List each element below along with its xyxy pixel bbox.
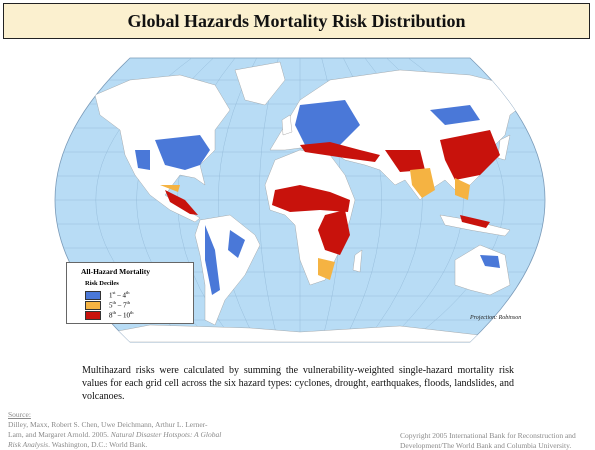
legend-item: 5th – 7th (85, 300, 130, 310)
legend-item: 8th – 10th (85, 310, 134, 320)
legend-label-part: 8 (109, 311, 113, 320)
title-banner: Global Hazards Mortality Risk Distributi… (3, 3, 590, 39)
legend: All-Hazard Mortality Risk Deciles 1st – … (66, 262, 194, 324)
legend-swatch (85, 310, 101, 320)
source-heading: Source: (8, 410, 31, 419)
source-text: Dilley, Maxx, Robert S. Chen, Uwe Deichm… (8, 420, 208, 439)
legend-label-part: 1 (109, 291, 113, 300)
legend-label: 8th – 10th (109, 310, 134, 319)
legend-label: 5th – 7th (109, 300, 130, 309)
caption: Multihazard risks were calculated by sum… (82, 365, 514, 402)
legend-label: 1st – 4th (109, 290, 130, 299)
projection-label: Projection: Robinson (470, 315, 522, 321)
legend-label-part: st (112, 290, 116, 296)
legend-label-part: th (126, 300, 131, 306)
source: Source: Dilley, Maxx, Robert S. Chen, Uw… (8, 410, 223, 450)
legend-swatch (85, 290, 101, 300)
legend-label-part: th (130, 310, 134, 316)
legend-swatch (85, 300, 101, 310)
legend-label-part: – 4 (115, 291, 127, 300)
risk-areas (135, 100, 500, 295)
legend-title: All-Hazard Mortality (81, 267, 150, 276)
legend-label-part: th (112, 300, 117, 306)
legend-item: 1st – 4th (85, 290, 130, 300)
copyright: Copyright 2005 International Bank for Re… (400, 431, 576, 450)
legend-label-part: th (112, 310, 117, 316)
legend-label-part: – 7 (116, 301, 127, 310)
legend-label-part: – 10 (116, 311, 131, 320)
title: Global Hazards Mortality Risk Distributi… (127, 10, 466, 31)
legend-label-part: th (126, 290, 130, 296)
source-text: . Washington, D.C.: World Bank. (48, 440, 148, 449)
legend-label-part: 5 (109, 301, 113, 310)
source-title: Natural Disaster Hotspots: A Global Risk… (8, 430, 222, 449)
legend-subtitle: Risk Deciles (85, 280, 119, 287)
